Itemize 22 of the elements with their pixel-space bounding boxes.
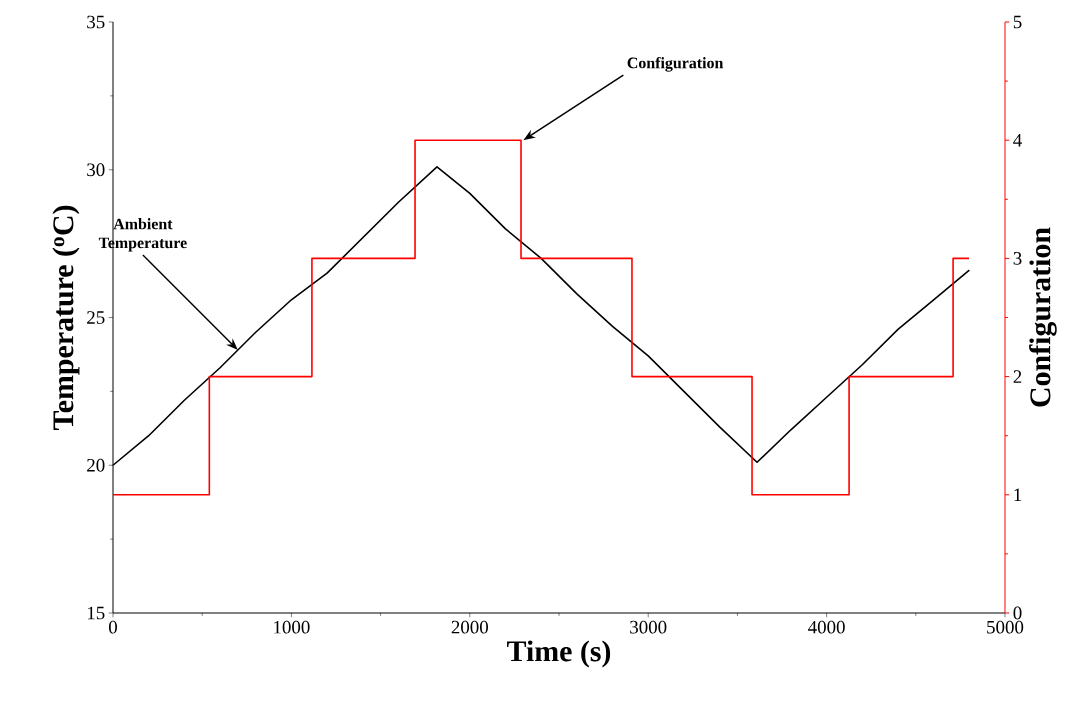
y-tick-label: 30	[87, 163, 105, 177]
y2-tick-label: 1	[1014, 488, 1022, 502]
x-tick-label: 4000	[808, 620, 845, 634]
x-tick-label: 2000	[451, 620, 488, 634]
y-tick-label: 35	[87, 15, 105, 29]
y-tick-label: 15	[87, 606, 105, 620]
annotation: Configuration	[627, 56, 724, 72]
annotation: Ambient Temperature	[98, 218, 187, 252]
x-tick-label: 5000	[987, 620, 1024, 634]
y2-tick-label: 3	[1013, 252, 1022, 265]
x-tick-label: 3000	[630, 620, 667, 634]
y2-tick-label: 4	[1013, 133, 1022, 147]
y-tick-label: 20	[87, 458, 105, 472]
x-tick-label: 1000	[274, 620, 310, 634]
x-axis-title: Time (s)	[507, 640, 611, 668]
y2-tick-label: 2	[1013, 370, 1022, 383]
y2-tick-label: 0	[1013, 606, 1022, 620]
y-axis-title: Temperature ($^{o}$C)	[52, 205, 80, 430]
x-tick-label: 0	[108, 620, 117, 634]
y-tick-label: 25	[87, 311, 105, 324]
y2-tick-label: 5	[1013, 15, 1022, 29]
y2-axis-title: Configuration	[1029, 227, 1057, 407]
